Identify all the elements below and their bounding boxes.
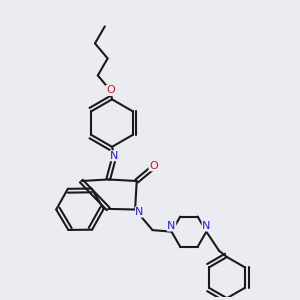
Text: N: N (202, 221, 211, 231)
Text: O: O (106, 85, 115, 95)
Text: O: O (149, 161, 158, 171)
Text: N: N (110, 151, 119, 161)
Text: N: N (135, 207, 144, 217)
Text: N: N (167, 221, 176, 231)
